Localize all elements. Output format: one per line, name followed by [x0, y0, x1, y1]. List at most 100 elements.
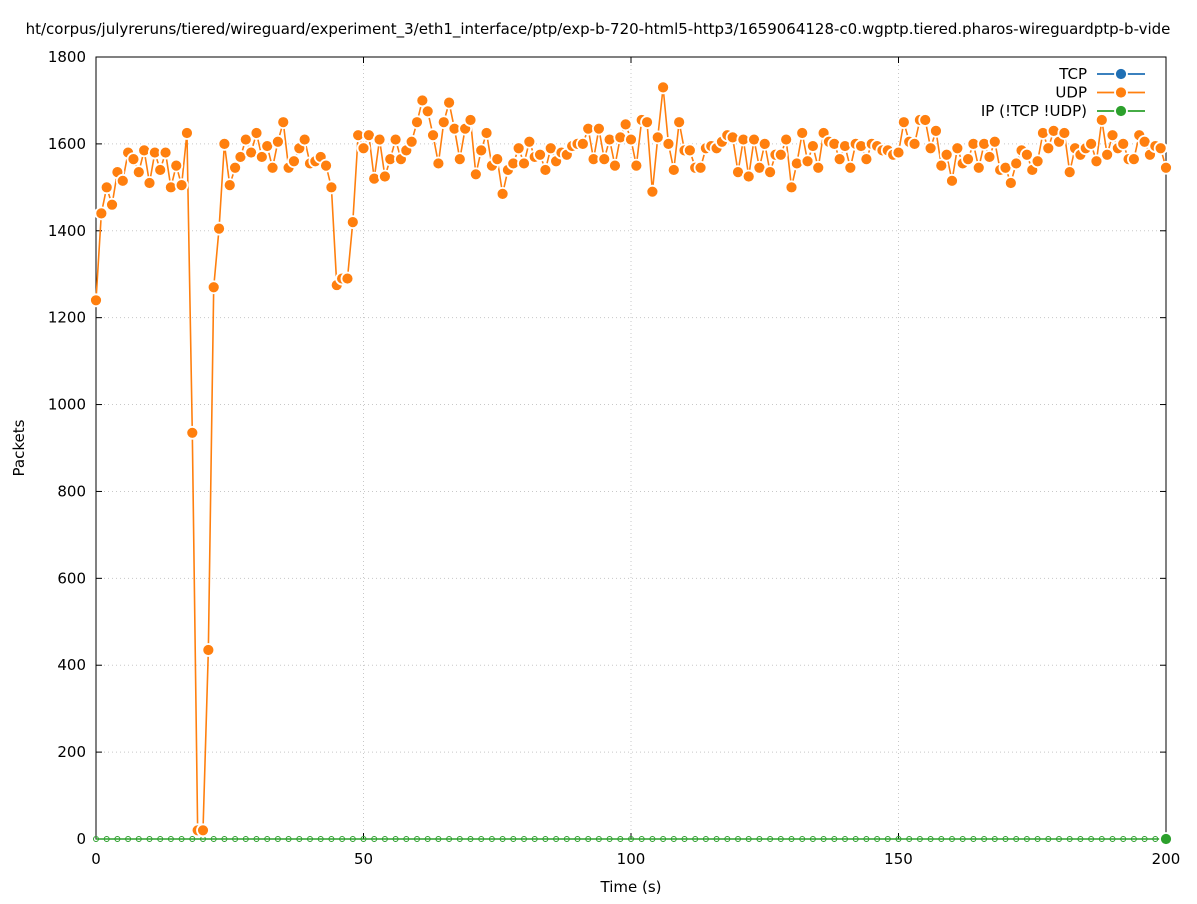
data-point — [811, 160, 826, 175]
data-point — [1159, 160, 1173, 175]
data-point — [210, 836, 217, 842]
data-point — [1013, 836, 1020, 842]
data-point — [517, 156, 531, 171]
data-point — [463, 113, 478, 127]
data-point — [896, 115, 911, 130]
data-point — [131, 165, 146, 180]
data-point — [410, 115, 424, 130]
data-point — [606, 836, 613, 842]
legend-item: IP (!TCP !UDP) — [981, 102, 1145, 120]
data-point — [232, 836, 239, 842]
data-point — [356, 141, 371, 156]
data-point — [574, 836, 581, 842]
data-point — [617, 836, 624, 842]
y-tick-label: 1400 — [48, 222, 86, 240]
data-point — [592, 121, 606, 136]
data-point — [1056, 836, 1062, 842]
data-point — [94, 206, 109, 221]
data-point — [575, 136, 590, 151]
data-point — [934, 158, 949, 173]
data-point — [1020, 147, 1034, 162]
data-point — [360, 836, 367, 842]
data-point — [724, 836, 731, 842]
y-tick-label: 0 — [76, 830, 86, 848]
data-point — [638, 836, 645, 842]
data-point — [649, 836, 656, 842]
data-point — [756, 836, 763, 842]
data-point — [939, 147, 954, 162]
data-point — [660, 836, 667, 842]
data-point — [767, 836, 774, 842]
data-point — [832, 152, 847, 166]
data-point — [153, 163, 168, 177]
x-tick-label: 150 — [884, 850, 913, 868]
data-point — [242, 836, 249, 842]
x-tick-label: 0 — [91, 850, 101, 868]
data-point — [884, 836, 891, 842]
data-point — [442, 95, 457, 110]
data-point — [1159, 832, 1173, 846]
data-point — [629, 158, 644, 173]
data-point — [238, 132, 253, 147]
data-point — [274, 836, 281, 842]
data-point — [666, 163, 681, 177]
axis-tick-labels: 0 50 100 150 200 0 200 400 600 800 1000 1200 1400 160… — [48, 48, 1181, 868]
data-point — [217, 136, 232, 151]
data-point — [916, 836, 923, 842]
y-tick-label: 600 — [57, 569, 86, 587]
x-tick-label: 100 — [617, 850, 646, 868]
data-point — [196, 823, 210, 838]
data-point — [681, 836, 688, 842]
data-point — [784, 180, 799, 195]
data-point — [757, 136, 772, 151]
data-point — [809, 836, 816, 842]
data-point — [174, 178, 189, 193]
data-point — [157, 836, 164, 842]
data-point — [115, 173, 130, 188]
legend-marker — [1114, 85, 1128, 100]
y-axis-label: Packets — [10, 419, 28, 476]
data-point — [403, 836, 410, 842]
data-point — [446, 836, 453, 842]
data-point — [799, 836, 806, 842]
data-point — [713, 836, 720, 842]
data-point — [479, 126, 494, 140]
data-point — [1120, 836, 1127, 842]
data-point — [317, 836, 324, 842]
data-point — [201, 643, 216, 657]
data-point — [105, 197, 119, 212]
data-point — [522, 134, 537, 149]
data-point — [1153, 141, 1168, 156]
data-point — [254, 150, 269, 164]
x-tick-label: 200 — [1152, 850, 1181, 868]
data-point — [672, 115, 687, 130]
data-point — [945, 173, 959, 188]
data-point — [265, 160, 280, 175]
data-point — [692, 836, 699, 842]
data-point — [431, 156, 446, 171]
legend-marker — [1114, 67, 1128, 81]
data-point — [415, 93, 430, 108]
data-point — [1089, 154, 1104, 169]
data-point — [510, 836, 517, 842]
data-point — [1100, 147, 1115, 162]
data-point — [842, 836, 848, 842]
data-point — [961, 152, 975, 166]
data-point — [99, 180, 114, 195]
data-point — [340, 271, 355, 286]
data-point — [820, 836, 827, 842]
data-point — [436, 115, 451, 130]
data-point — [987, 134, 1002, 149]
data-point — [414, 836, 420, 842]
data-point — [949, 836, 955, 842]
data-point — [1077, 836, 1084, 842]
data-point — [1030, 154, 1045, 169]
data-point — [345, 215, 360, 229]
data-point — [1098, 836, 1105, 842]
data-point — [863, 836, 870, 842]
data-point — [1009, 156, 1024, 171]
legend-item: UDP — [1055, 84, 1145, 102]
data-point — [918, 113, 933, 127]
